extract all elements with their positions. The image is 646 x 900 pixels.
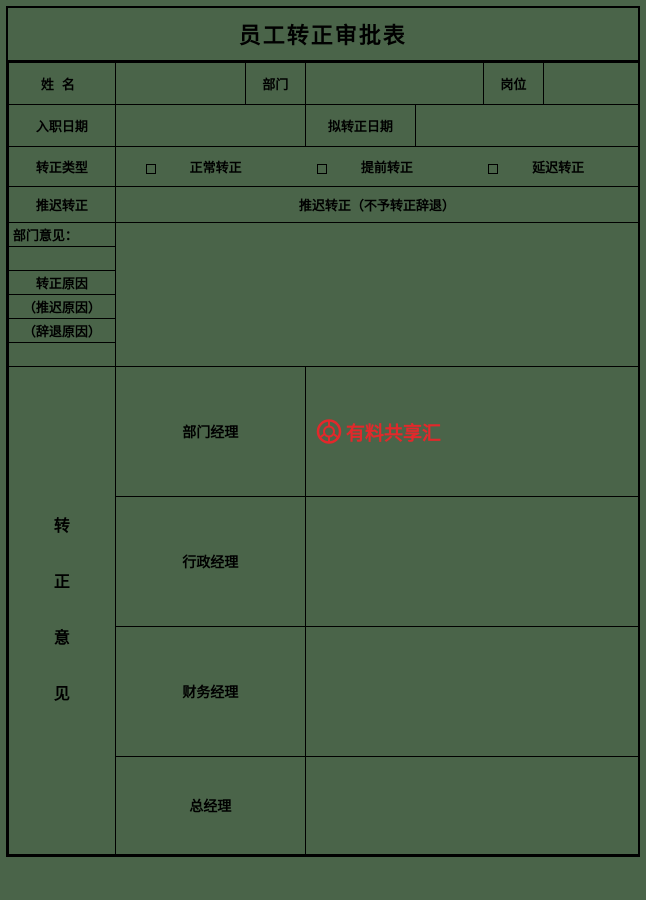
cell-dept-manager-sign: 有料共享汇 [306, 367, 639, 497]
cell-general-manager-sign [306, 757, 639, 855]
label-general-manager: 总经理 [116, 757, 306, 855]
row-stack-1: 部门意见： [9, 223, 639, 247]
watermark-icon [316, 419, 342, 445]
option-delay: 延迟转正 [488, 157, 608, 176]
value-dept [306, 63, 484, 105]
type-options-cell: 正常转正 提前转正 延迟转正 [116, 147, 639, 187]
row-dates: 入职日期 拟转正日期 [9, 105, 639, 147]
label-proposed-date: 拟转正日期 [306, 105, 416, 147]
label-finance-manager: 财务经理 [116, 627, 306, 757]
label-dismiss-reason: （辞退原因） [9, 319, 116, 343]
label-reason: 转正原因 [9, 271, 116, 295]
label-name: 姓名 [9, 63, 116, 105]
value-proposed-date [416, 105, 639, 147]
form-container: 员工转正审批表 姓名 部门 岗位 入职日期 拟转正日期 转正类型 正常转正 提前… [6, 6, 640, 857]
value-hire-date [116, 105, 306, 147]
label-admin-manager: 行政经理 [116, 497, 306, 627]
label-opinion-section: 转正意见 [9, 367, 116, 855]
label-position: 岗位 [484, 63, 544, 105]
label-dept-manager: 部门经理 [116, 367, 306, 497]
row-delay: 推迟转正 推迟转正（不予转正辞退） [9, 187, 639, 223]
stack-empty [9, 247, 116, 271]
form-title: 员工转正审批表 [8, 8, 638, 62]
checkbox-icon [488, 164, 498, 174]
row-basic-info: 姓名 部门 岗位 [9, 63, 639, 105]
cell-admin-manager-sign [306, 497, 639, 627]
row-opinion-1: 转正意见 部门经理 有料共享汇 [9, 367, 639, 497]
label-dept-opinion: 部门意见： [9, 223, 116, 247]
cell-finance-manager-sign [306, 627, 639, 757]
stack-empty-2 [9, 343, 116, 367]
label-hire-date: 入职日期 [9, 105, 116, 147]
label-delay: 推迟转正 [9, 187, 116, 223]
watermark-text: 有料共享汇 [346, 418, 441, 445]
delay-content: 推迟转正（不予转正辞退） [116, 187, 639, 223]
label-delay-reason: （推迟原因） [9, 295, 116, 319]
checkbox-icon [146, 164, 156, 174]
watermark: 有料共享汇 [316, 418, 441, 445]
row-type: 转正类型 正常转正 提前转正 延迟转正 [9, 147, 639, 187]
value-name [116, 63, 246, 105]
value-position [544, 63, 639, 105]
label-dept: 部门 [246, 63, 306, 105]
checkbox-icon [317, 164, 327, 174]
option-early: 提前转正 [317, 157, 437, 176]
big-empty-area [116, 223, 639, 367]
option-normal: 正常转正 [146, 157, 266, 176]
form-table: 姓名 部门 岗位 入职日期 拟转正日期 转正类型 正常转正 提前转正 延迟转正 … [8, 62, 639, 855]
label-type: 转正类型 [9, 147, 116, 187]
